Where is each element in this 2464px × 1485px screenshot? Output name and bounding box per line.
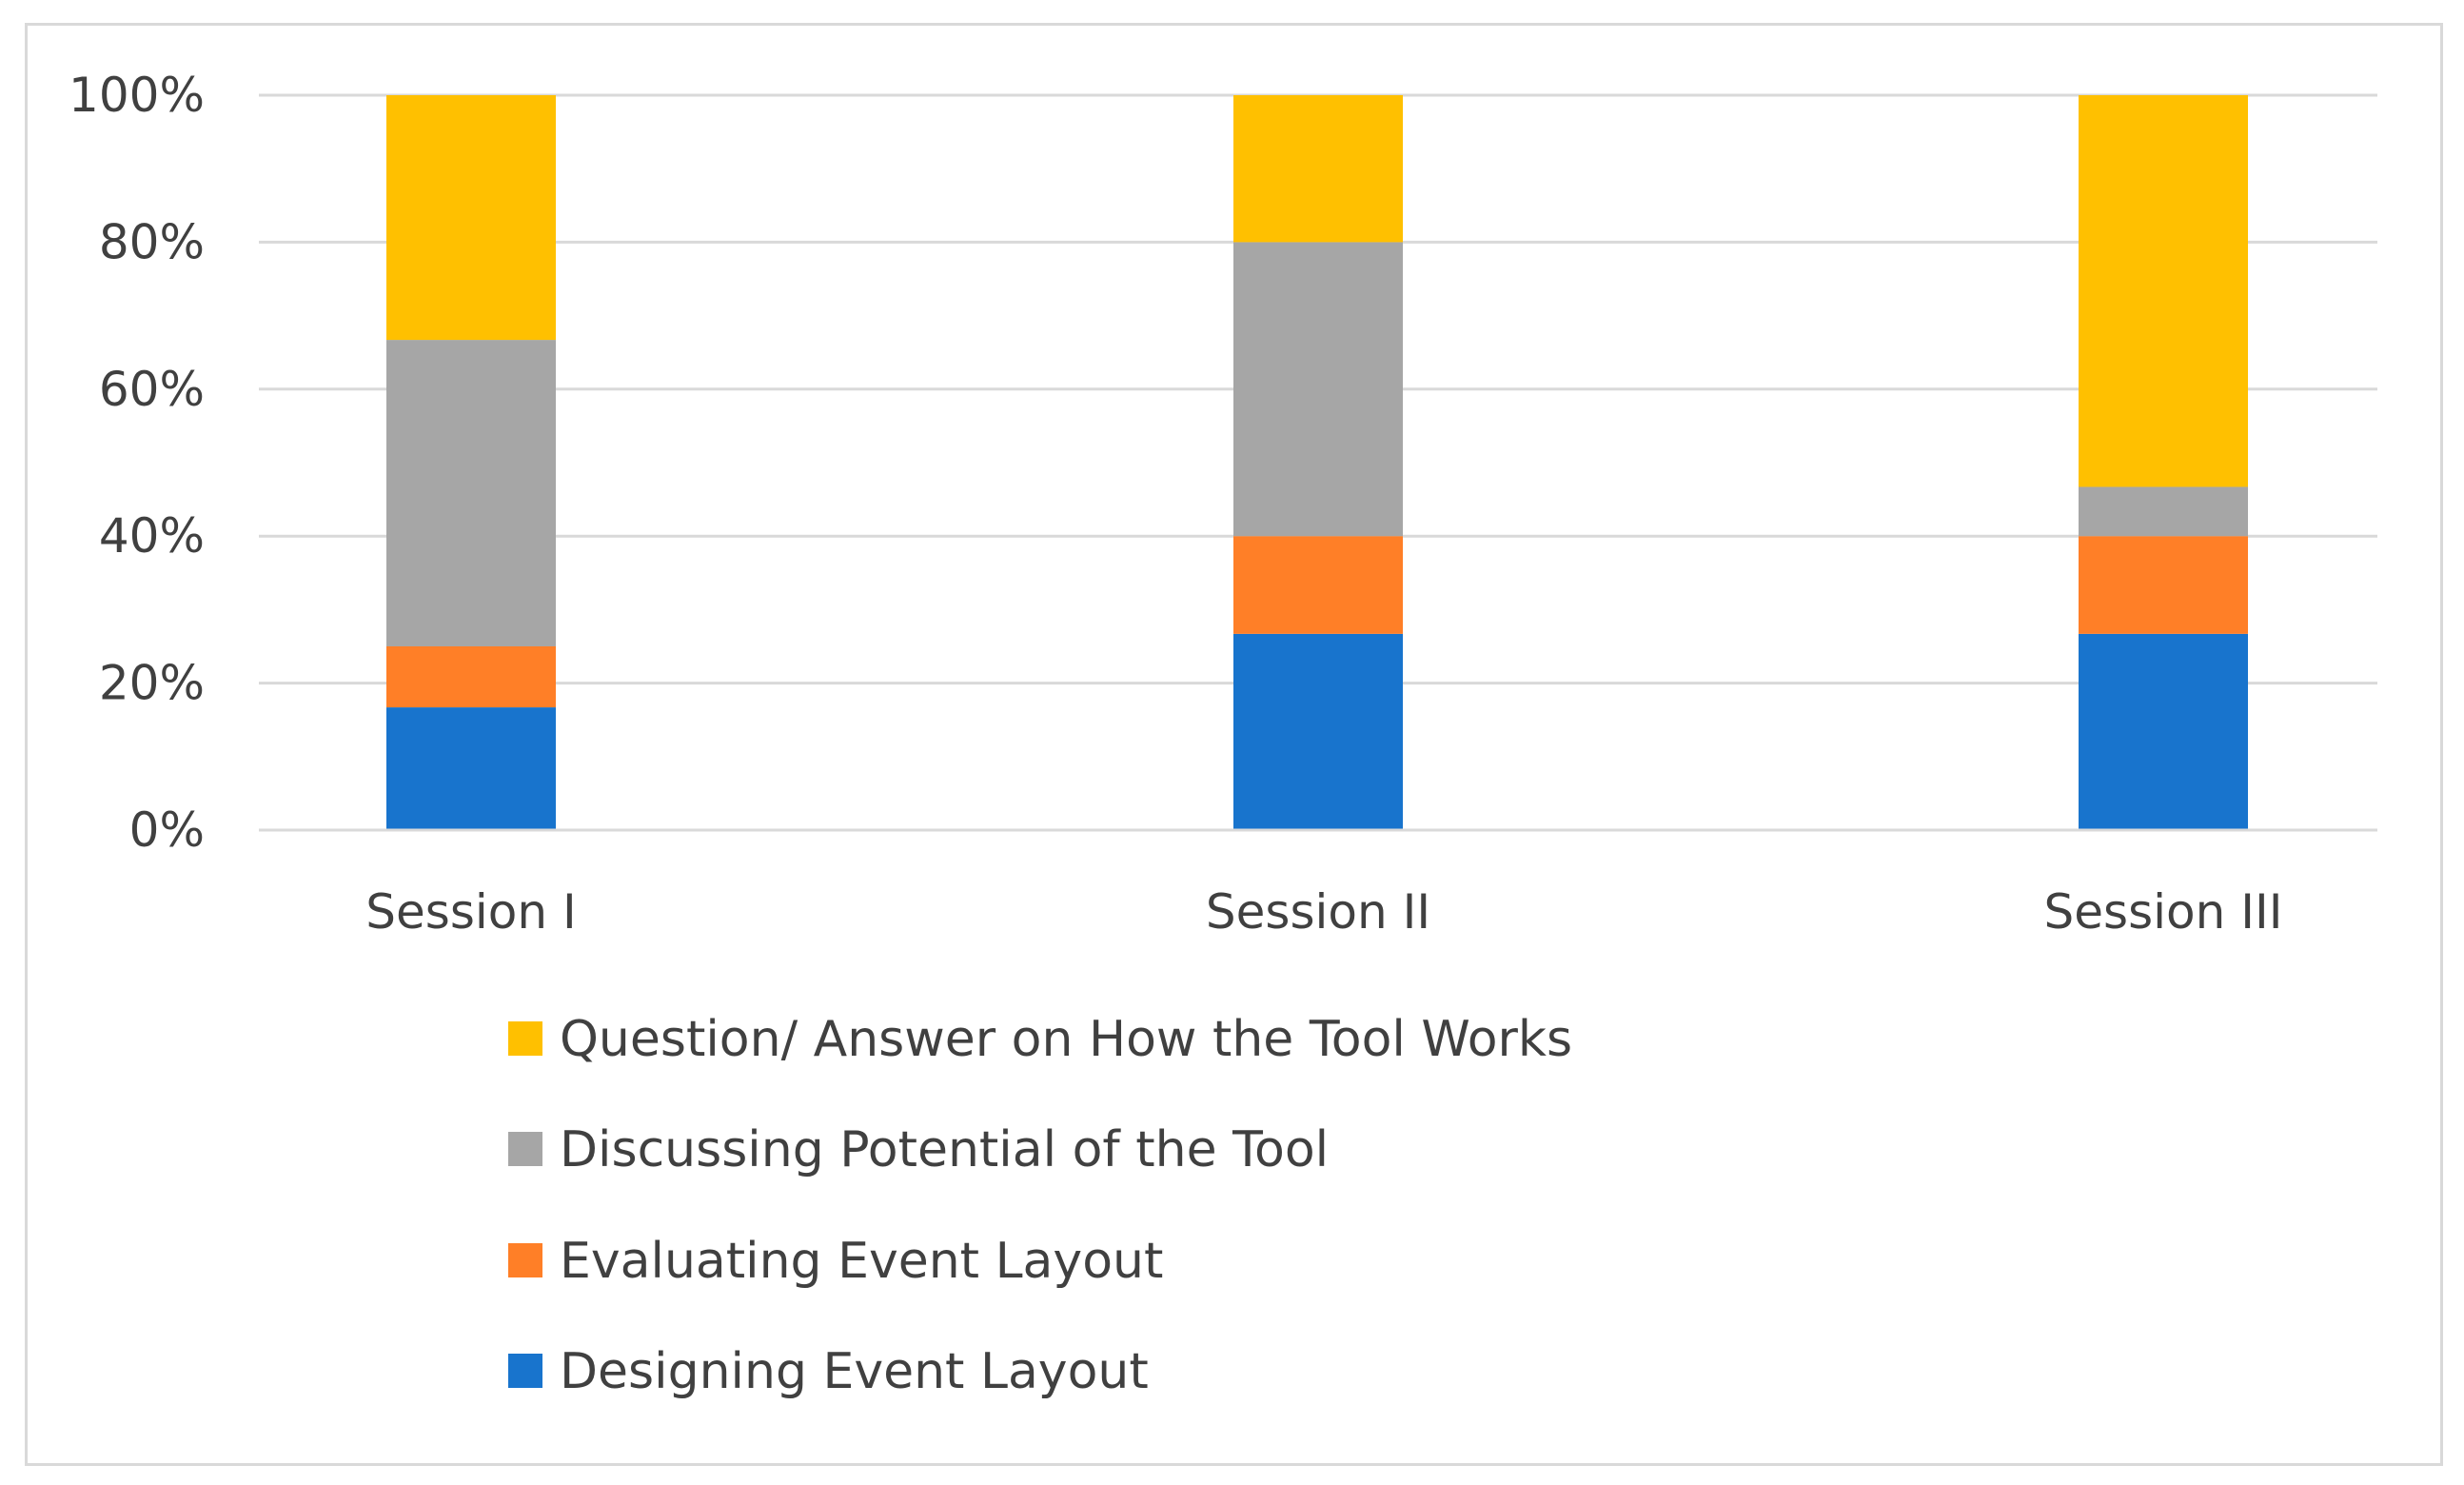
bar-segment [386, 646, 556, 708]
legend-label: Designing Event Layout [560, 1343, 1149, 1400]
y-axis-tick-labels: 0% 20% 40% 60% 80% 100% [69, 68, 205, 858]
legend-label: Question/ Answer on How the Tool Works [560, 1011, 1572, 1068]
bars [386, 95, 2248, 830]
x-category-label: Session I [365, 884, 576, 940]
legend: Question/ Answer on How the Tool Works Di… [508, 1011, 1572, 1400]
bar-segment [386, 95, 556, 341]
bar-segment [386, 707, 556, 830]
bar-segment [386, 340, 556, 646]
legend-label: Evaluating Event Layout [560, 1233, 1163, 1290]
x-axis-category-labels: Session I Session II Session III [365, 884, 2282, 940]
bar-segment [2079, 536, 2248, 634]
legend-label: Discussing Potential of the Tool [560, 1121, 1329, 1178]
x-category-label: Session II [1206, 884, 1430, 940]
y-tick-label: 0% [129, 802, 205, 858]
legend-swatch [508, 1021, 542, 1056]
bar-segment [2079, 486, 2248, 537]
y-tick-label: 20% [99, 656, 205, 711]
y-tick-label: 100% [69, 68, 205, 123]
bar-segment [1233, 242, 1403, 537]
bar-segment [1233, 633, 1403, 830]
y-tick-label: 60% [99, 362, 205, 417]
legend-swatch [508, 1243, 542, 1277]
bar-segment [2079, 95, 2248, 487]
bar-segment [1233, 536, 1403, 634]
bar-segment [1233, 95, 1403, 243]
bar-segment [2079, 633, 2248, 830]
x-category-label: Session III [2044, 884, 2283, 940]
y-tick-label: 80% [99, 214, 205, 269]
legend-swatch [508, 1132, 542, 1166]
y-tick-label: 40% [99, 508, 205, 564]
legend-swatch [508, 1354, 542, 1388]
